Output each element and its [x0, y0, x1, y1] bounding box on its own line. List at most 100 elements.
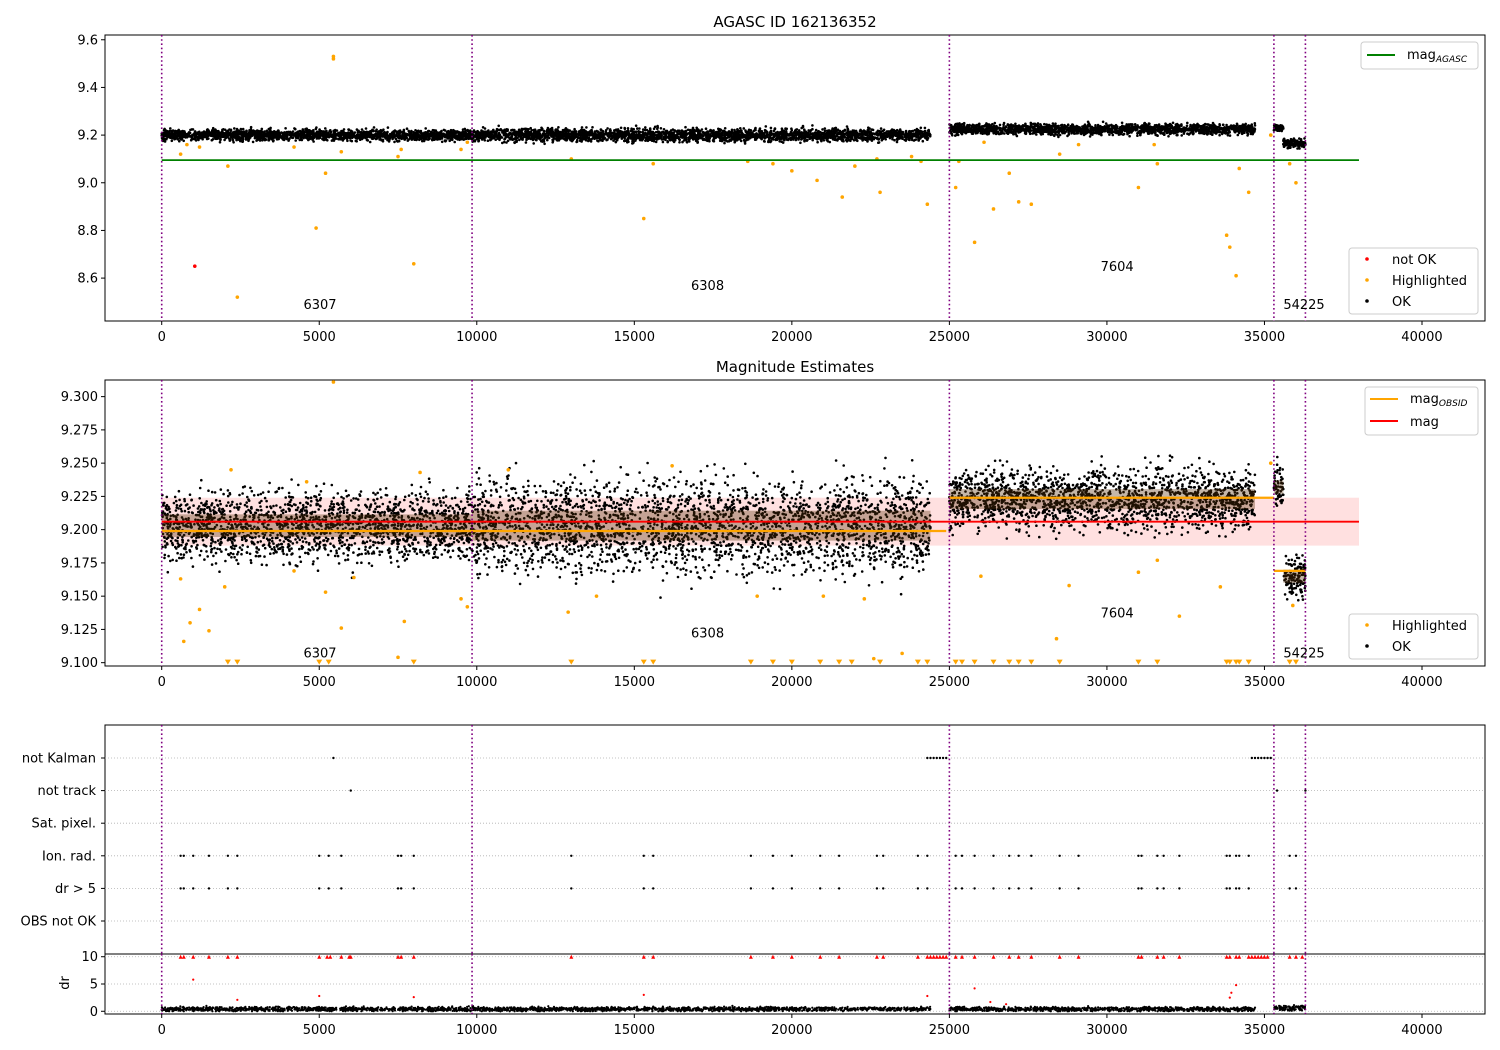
p1-ok-point [371, 137, 375, 140]
p1-ok-point [723, 127, 727, 130]
p1-ok-point [514, 135, 518, 138]
p1-ok-point [322, 132, 326, 136]
p1-ok-point [363, 131, 367, 135]
p1-ok-point [729, 139, 733, 142]
p1-ok-point [699, 129, 702, 133]
p1-ok-point [247, 137, 251, 141]
p1-ok-point [205, 136, 209, 140]
p1-ok-point [609, 134, 613, 137]
p1-ok-point [489, 138, 492, 141]
p1-ok-point [799, 132, 803, 136]
p1-ok-point [579, 129, 582, 133]
p1-ok-point [690, 134, 694, 138]
p1-ok-point [903, 138, 906, 142]
p1-ok-point [693, 128, 696, 132]
p1-ok-point [777, 134, 780, 138]
p1-ok-point [380, 129, 384, 133]
p1-ok-point [773, 135, 776, 138]
p1-ok-point [226, 132, 230, 136]
p1-ok-point [187, 131, 191, 134]
p1-ok-point [723, 130, 727, 133]
p1-ok-point [388, 135, 391, 138]
p1-ok-point [803, 128, 806, 131]
p1-ok-point [570, 132, 574, 136]
p1-ok-point [358, 133, 362, 137]
p1-ok-point [720, 139, 724, 143]
p1-ok-point [369, 130, 373, 133]
p1-ok-point [505, 141, 508, 144]
p1-ok-point [543, 142, 546, 146]
p1-ok-point [916, 133, 920, 137]
p1-ok-point [403, 138, 407, 141]
p1-ok-point [810, 136, 814, 140]
p1-ok-point [840, 134, 843, 138]
p1-ok-point [581, 132, 585, 136]
p1-ok-point [924, 136, 927, 139]
p1-ok-point [431, 128, 435, 132]
p1-ok-point [765, 135, 769, 138]
p1-ok-point [882, 132, 885, 136]
p1-ok-point [654, 130, 658, 134]
p1-ok-point [792, 135, 795, 139]
p1-xtick-label: 25000 [929, 330, 970, 345]
p1-ok-point [623, 139, 626, 143]
p1-ok-point [232, 132, 235, 136]
p1-ok-point [444, 139, 448, 142]
p1-ok-point [429, 131, 433, 134]
p1-ok-point [892, 130, 896, 134]
p1-ok-point [723, 133, 727, 136]
p1-ok-point [656, 134, 660, 137]
p1-ok-point [747, 138, 750, 141]
p1-ok-point [342, 133, 346, 136]
p1-ok-point [480, 131, 484, 134]
p1-ok-point [634, 124, 638, 127]
p1-ok-point [308, 129, 311, 132]
p1-xtick-label: 40000 [1401, 330, 1442, 345]
p1-ok-point [746, 135, 750, 139]
p1-ok-point [668, 136, 671, 140]
p1-ok-point [308, 133, 312, 137]
p1-ok-point [574, 130, 578, 133]
p1-ok-point [626, 138, 629, 141]
p1-ok-point [828, 133, 832, 137]
p1-ok-point [640, 134, 643, 137]
p1-ok-point [666, 140, 669, 143]
p1-ok-point [415, 138, 419, 141]
p1-ok-point [630, 129, 634, 132]
p1-ok-point [185, 135, 189, 139]
p1-ok-point [831, 127, 834, 130]
p1-ok-point [258, 132, 262, 135]
p1-ok-point [177, 134, 180, 138]
p1-ok-point [447, 133, 451, 136]
p1-ok-point [682, 132, 685, 135]
p1-ok-point [502, 133, 506, 136]
p1-ok-point [193, 131, 197, 134]
p1-ok-point [344, 135, 347, 139]
p1-ok-point [440, 140, 444, 144]
p1-ok-point [593, 130, 597, 133]
p1-ok-point [527, 137, 530, 140]
p1-ok-point [285, 134, 288, 137]
p1-ok-point [733, 137, 736, 141]
p1-ok-point [815, 138, 819, 141]
p1-ok-point [921, 130, 924, 134]
p1-ok-point [734, 130, 737, 134]
p1-ok-point [589, 133, 592, 137]
p1-ok-point [712, 136, 716, 139]
p1-ok-point [904, 134, 907, 138]
p1-ok-point [752, 129, 756, 133]
p1-ok-point [659, 127, 663, 130]
p1-ok-point [163, 140, 167, 143]
p1-ok-point [213, 129, 217, 132]
p1-ok-point [264, 138, 268, 141]
p1-ok-point [510, 137, 513, 141]
p1-ok-point [626, 141, 629, 144]
p1-ok-point [763, 137, 766, 140]
p1-ok-point [284, 137, 288, 140]
p1-ok-point [406, 133, 410, 137]
p1-ok-point [271, 139, 275, 143]
p1-ok-point [522, 135, 525, 139]
p1-ok-point [591, 126, 594, 129]
